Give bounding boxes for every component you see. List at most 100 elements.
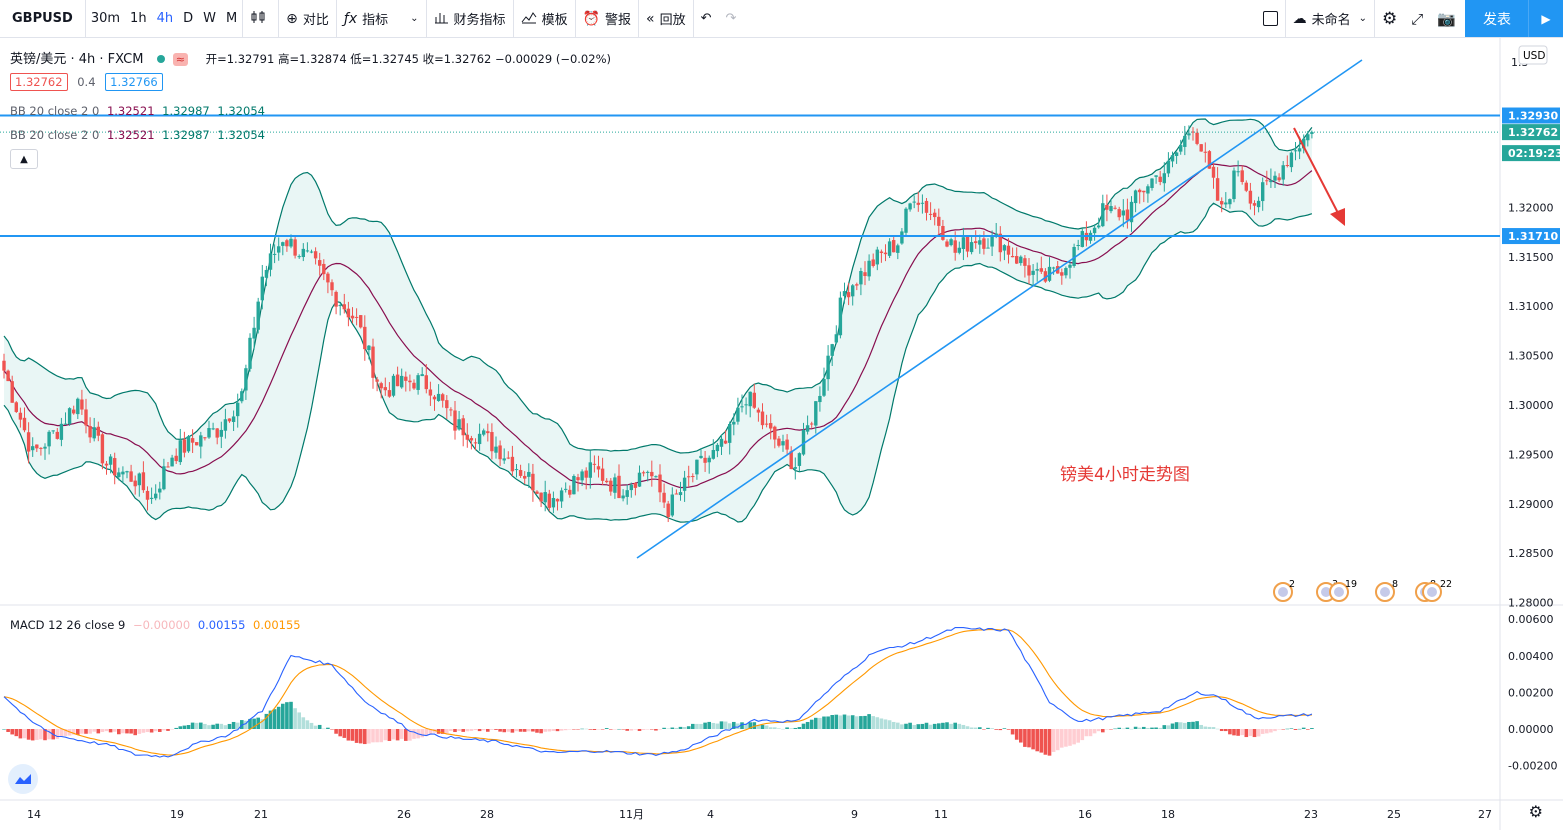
candle-body: [1080, 231, 1084, 247]
candle-body: [1183, 135, 1187, 147]
macd-hist-value: −0.00000: [132, 618, 191, 632]
bid-price[interactable]: 1.32762: [10, 73, 68, 91]
snapshot-button[interactable]: 📷: [1430, 0, 1463, 38]
fx-icon: ƒx: [343, 10, 358, 27]
settings-button[interactable]: ⚙: [1375, 0, 1404, 38]
macd-hist-bar: [682, 727, 687, 729]
candle-body: [236, 402, 240, 417]
candle-body: [174, 455, 178, 462]
macd-hist-bar: [1133, 726, 1138, 729]
template-icon: [521, 10, 537, 28]
macd-hist-bar: [563, 729, 568, 731]
candle-body: [10, 381, 14, 403]
candle-body: [1150, 178, 1154, 189]
macd-hist-bar: [998, 729, 1003, 731]
indicators-button[interactable]: ƒx 指标 ⌄: [337, 0, 426, 38]
candle-body: [674, 493, 679, 495]
interval-W[interactable]: W: [203, 11, 216, 26]
candle-body: [1142, 190, 1146, 193]
chart-settings-gear[interactable]: ⚙: [1529, 802, 1543, 821]
alert-button[interactable]: ⏰ 警报: [576, 0, 638, 38]
price-tick-label: 1.29000: [1508, 498, 1554, 511]
time-tick-label: 11月: [619, 808, 644, 821]
interval-D[interactable]: D: [183, 11, 194, 26]
macd-hist-bar: [809, 719, 814, 729]
symbol-search[interactable]: GBPUSD: [12, 11, 73, 26]
candle-body: [297, 256, 301, 258]
fullscreen-button[interactable]: ⤢: [1404, 0, 1430, 38]
interval-30m[interactable]: 30m: [90, 11, 121, 26]
candle-body: [859, 271, 863, 285]
bb-lower: 1.32054: [217, 128, 265, 142]
tradingview-logo-button[interactable]: [8, 764, 38, 794]
candle-body: [2, 360, 6, 371]
macd-hist-bar: [412, 729, 416, 739]
candle-body: [203, 437, 207, 439]
macd-hist-bar: [252, 718, 256, 729]
macd-hist-bar: [502, 729, 506, 733]
currency-box: [1518, 45, 1548, 65]
candle-body: [182, 439, 187, 453]
macd-hist-bar: [928, 724, 933, 729]
chevron-down-icon: ⌄: [410, 13, 419, 24]
fullscreen-layout-button[interactable]: [1256, 0, 1285, 38]
replay-button[interactable]: « 回放: [639, 0, 693, 38]
interval-4h[interactable]: 4h: [156, 11, 174, 26]
chart-canvas[interactable]: 镑美4小时走势图 1.32000 1.31500 1.31000 1.30500 1.30…: [0, 38, 1563, 830]
macd-hist-bar: [18, 729, 23, 739]
cloud-check-icon: ☁: [1292, 10, 1307, 27]
macd-hist-bar: [43, 729, 47, 741]
macd-hist-bar: [100, 729, 105, 733]
interval-M[interactable]: M: [225, 11, 238, 26]
candle-body: [953, 240, 957, 253]
macd-hist-bar: [469, 729, 474, 731]
macd-hist-bar: [10, 729, 14, 735]
publish-button[interactable]: 发表: [1465, 0, 1529, 37]
candle-body: [1277, 177, 1281, 181]
publish-menu-button[interactable]: ▶: [1528, 0, 1563, 37]
macd-hist-bar: [1236, 729, 1240, 736]
candle-body: [1215, 178, 1220, 201]
candle-body: [851, 285, 855, 297]
candle-body: [1138, 189, 1142, 193]
candle-body: [945, 241, 949, 247]
interval-1h[interactable]: 1h: [130, 11, 147, 26]
save-layout-button[interactable]: ☁ 未命名 ⌄: [1286, 0, 1374, 38]
macd-hist-bar: [26, 729, 31, 740]
chevron-up-icon: ▲: [20, 153, 28, 165]
macd-hist-bar: [941, 722, 945, 729]
macd-hist-bar: [465, 729, 470, 732]
macd-legend: MACD 12 26 close 9 −0.00000 0.00155 0.00…: [10, 618, 301, 632]
time-tick-label: 26: [397, 808, 411, 821]
macd-hist-bar: [367, 729, 371, 744]
candle-body: [814, 401, 818, 426]
macd-hist-bar: [793, 727, 798, 729]
candle-body: [432, 396, 437, 400]
candle-body: [449, 409, 453, 411]
macd-hist-bar: [559, 729, 564, 731]
toolbar-separator: [638, 0, 640, 38]
toolbar-separator: [84, 0, 86, 38]
time-tick-label: 25: [1387, 808, 1401, 821]
macd-hist-bar: [629, 729, 634, 731]
macd-hist-bar: [112, 729, 117, 732]
templates-button[interactable]: 模板: [514, 0, 575, 38]
candle-body: [318, 260, 322, 266]
financials-button[interactable]: 财务指标: [427, 0, 513, 38]
compare-button[interactable]: ⊕ 对比: [279, 0, 336, 38]
candle-body: [523, 475, 527, 479]
macd-hist-bar: [822, 716, 826, 729]
macd-hist-bar: [235, 722, 240, 729]
candle-body: [445, 400, 449, 409]
redo-button[interactable]: ↷: [719, 0, 744, 38]
ask-price[interactable]: 1.32766: [105, 73, 163, 91]
collapse-legend-button[interactable]: ▲: [10, 149, 38, 169]
candle-body: [555, 498, 560, 502]
macd-hist-bar: [1035, 729, 1039, 752]
candle-body: [416, 375, 420, 390]
candle-body: [875, 249, 879, 265]
candle-body: [957, 247, 961, 253]
undo-button[interactable]: ↶: [694, 0, 719, 38]
chart-type-button[interactable]: [243, 0, 278, 38]
macd-hist-bar: [846, 715, 851, 729]
